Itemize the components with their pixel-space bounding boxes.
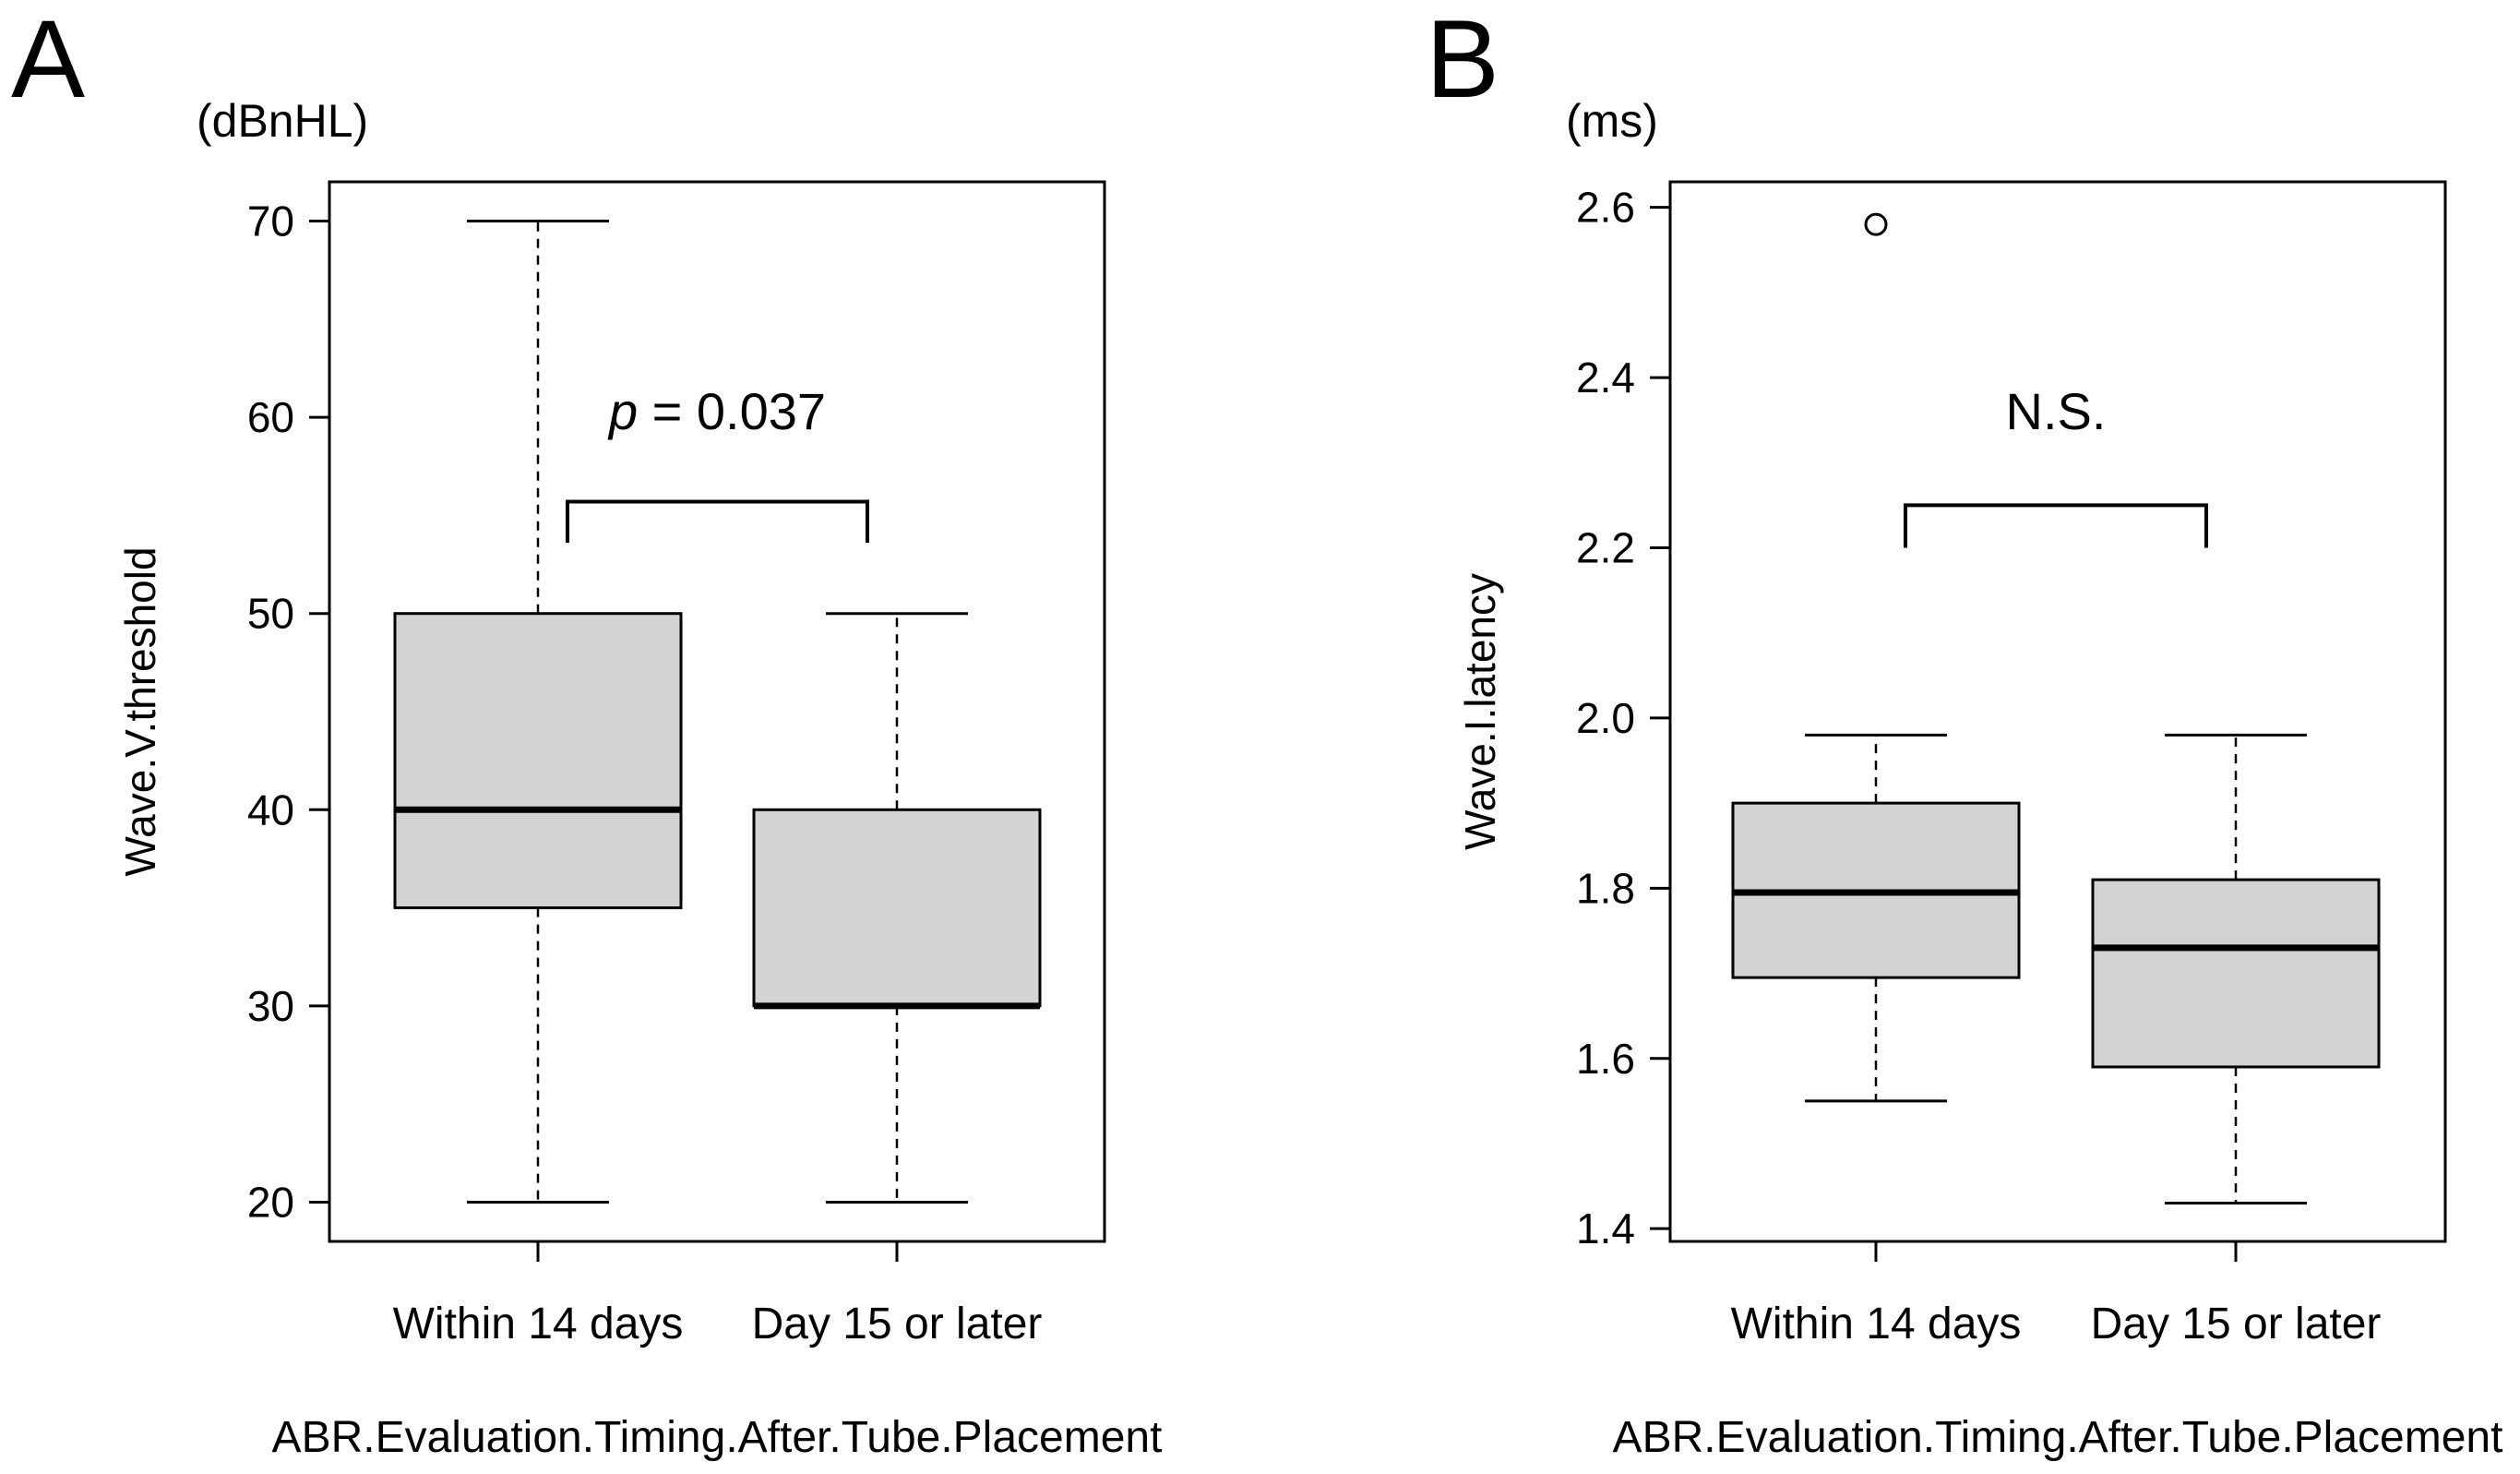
panel-label: B	[1426, 0, 1499, 121]
iqr-box	[752, 808, 1042, 1008]
annotation-value: N.S.	[2006, 382, 2107, 440]
x-axis-label: ABR.Evaluation.Timing.After.Tube.Placeme…	[1613, 1413, 2503, 1462]
iqr-box	[393, 612, 683, 910]
y-tick-label: 1.6	[1576, 1035, 1635, 1083]
x-axis-label: ABR.Evaluation.Timing.After.Tube.Placeme…	[272, 1413, 1163, 1462]
annotation-value: = 0.037	[638, 382, 826, 440]
significance-bracket	[1904, 503, 2208, 548]
panel-label: A	[11, 0, 85, 121]
significance-bracket	[566, 499, 869, 544]
y-tick-label: 60	[247, 393, 294, 441]
y-axis-label: Wave.I.latency	[1456, 573, 1504, 850]
y-axis-label: Wave.V.threshold	[116, 546, 164, 876]
y-tick-label: 2.2	[1576, 523, 1635, 571]
panel-a: A (dBnHL) 20 30 40 50 60 70 Wave.V.threshold With…	[11, 0, 1162, 1462]
y-tick-label: 2.4	[1576, 354, 1635, 401]
y-tick-label: 20	[247, 1178, 294, 1226]
box-2	[2091, 733, 2381, 1205]
x-tick-label: Within 14 days	[393, 1300, 684, 1348]
y-tick-label: 30	[247, 982, 294, 1030]
box-1	[1731, 212, 2021, 1103]
y-tick-label: 70	[247, 198, 294, 246]
unit-label: (dBnHL)	[197, 95, 368, 147]
plot-frame	[1668, 180, 2447, 1243]
panel-b: B (ms) 1.4 1.6 1.8 2.0 2.2 2.4 2.6 Wave.I.latency…	[1426, 0, 2502, 1462]
y-tick-label: 2.0	[1576, 694, 1635, 742]
iqr-box	[2091, 878, 2381, 1069]
y-tick-label: 40	[247, 785, 294, 833]
significance-annotation: N.S.	[2006, 382, 2107, 440]
x-tick-label: Day 15 or later	[2091, 1300, 2382, 1348]
unit-label: (ms)	[1566, 95, 1658, 147]
significance-annotation: p = 0.037	[607, 382, 826, 440]
box-2	[752, 612, 1042, 1204]
y-tick-label: 1.8	[1576, 864, 1635, 912]
y-tick-label: 50	[247, 590, 294, 638]
outlier-point	[1864, 212, 1888, 236]
y-tick-label: 1.4	[1576, 1204, 1635, 1252]
plot-frame	[328, 180, 1106, 1243]
x-tick-label: Day 15 or later	[752, 1300, 1043, 1348]
y-tick-label: 2.6	[1576, 184, 1635, 232]
box-1	[393, 220, 683, 1204]
x-tick-label: Within 14 days	[1731, 1300, 2022, 1348]
p-symbol: p	[607, 382, 638, 440]
